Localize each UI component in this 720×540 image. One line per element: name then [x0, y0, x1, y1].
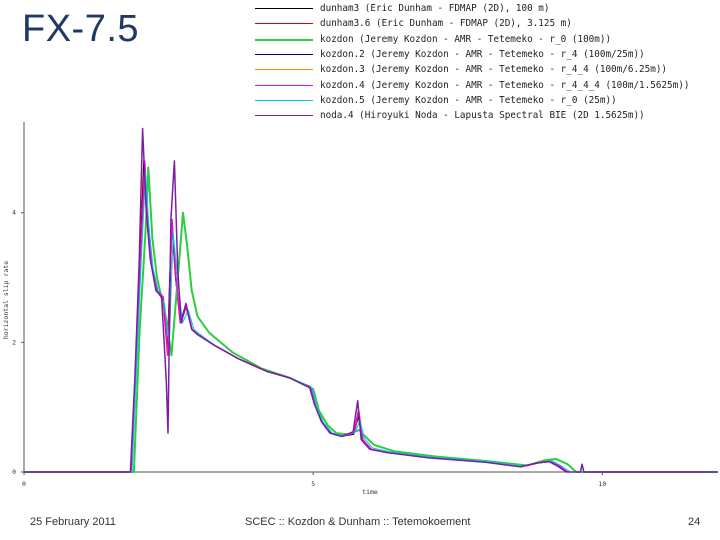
slide-title: FX-7.5	[22, 8, 140, 50]
legend-entry: kozdon (Jeremy Kozdon - AMR - Tetemeko -…	[255, 32, 715, 47]
legend-entry: dunham3.6 (Eric Dunham - FDMAP (2D), 3.1…	[255, 16, 715, 31]
series-line-4	[24, 163, 718, 473]
legend-entry: dunham3 (Eric Dunham - FDMAP (2D), 100 m…	[255, 1, 715, 16]
footer-center-text: SCEC :: Kozdon & Dunham :: Tetemokoement	[245, 516, 471, 528]
series-line-1	[24, 160, 718, 473]
legend-swatch	[255, 38, 313, 41]
legend-swatch	[255, 8, 313, 9]
x-tick-label: 10	[598, 480, 606, 488]
x-axis-label: time	[362, 488, 378, 496]
series-line-2	[24, 163, 718, 473]
y-tick-label: 2	[12, 338, 16, 346]
legend-label: kozdon.3 (Jeremy Kozdon - AMR - Tetemeko…	[320, 64, 668, 76]
footer-date: 25 February 2011	[30, 516, 117, 528]
legend-swatch	[255, 99, 313, 101]
series-line-8	[24, 127, 718, 473]
series-line-7	[24, 173, 718, 473]
legend-swatch	[255, 69, 313, 71]
legend-entry: noda.4 (Hiroyuki Noda - Lapusta Spectral…	[255, 108, 715, 123]
legend-label: dunham3 (Eric Dunham - FDMAP (2D), 100 m…	[320, 3, 550, 14]
chart-legend: dunham3 (Eric Dunham - FDMAP (2D), 100 m…	[255, 1, 715, 125]
series-line-3	[24, 166, 718, 473]
slip-rate-chart: horizontal slip rate time 0 5 10 0 2 4	[2, 122, 718, 496]
x-tick-label: 5	[311, 480, 315, 488]
legend-label: kozdon.4 (Jeremy Kozdon - AMR - Tetemeko…	[320, 79, 690, 91]
data-series	[24, 127, 718, 473]
legend-label: dunham3.6 (Eric Dunham - FDMAP (2D), 3.1…	[320, 18, 572, 30]
series-line-6	[24, 160, 718, 473]
legend-entry: kozdon.2 (Jeremy Kozdon - AMR - Tetemeko…	[255, 47, 715, 62]
legend-entry: kozdon.5 (Jeremy Kozdon - AMR - Tetemeko…	[255, 93, 715, 108]
legend-label: kozdon.2 (Jeremy Kozdon - AMR - Tetemeko…	[320, 48, 645, 60]
legend-label: kozdon.5 (Jeremy Kozdon - AMR - Tetemeko…	[320, 94, 617, 106]
legend-swatch	[255, 84, 313, 86]
legend-swatch	[255, 53, 313, 55]
legend-label: noda.4 (Hiroyuki Noda - Lapusta Spectral…	[320, 110, 645, 122]
series-line-5	[24, 160, 718, 473]
axis-ticks: 0 5 10 0 2 4	[12, 209, 606, 488]
legend-entry: kozdon.4 (Jeremy Kozdon - AMR - Tetemeko…	[255, 78, 715, 93]
legend-swatch	[255, 115, 313, 117]
y-tick-label: 4	[12, 209, 16, 217]
page-number: 24	[688, 516, 701, 528]
legend-entry: kozdon.3 (Jeremy Kozdon - AMR - Tetemeko…	[255, 62, 715, 77]
legend-swatch	[255, 23, 313, 25]
legend-label: kozdon (Jeremy Kozdon - AMR - Tetemeko -…	[320, 33, 612, 45]
y-tick-label: 0	[12, 468, 16, 476]
y-axis-label: horizontal slip rate	[2, 261, 10, 339]
plot-frame	[23, 122, 718, 473]
x-tick-label: 0	[22, 480, 26, 488]
